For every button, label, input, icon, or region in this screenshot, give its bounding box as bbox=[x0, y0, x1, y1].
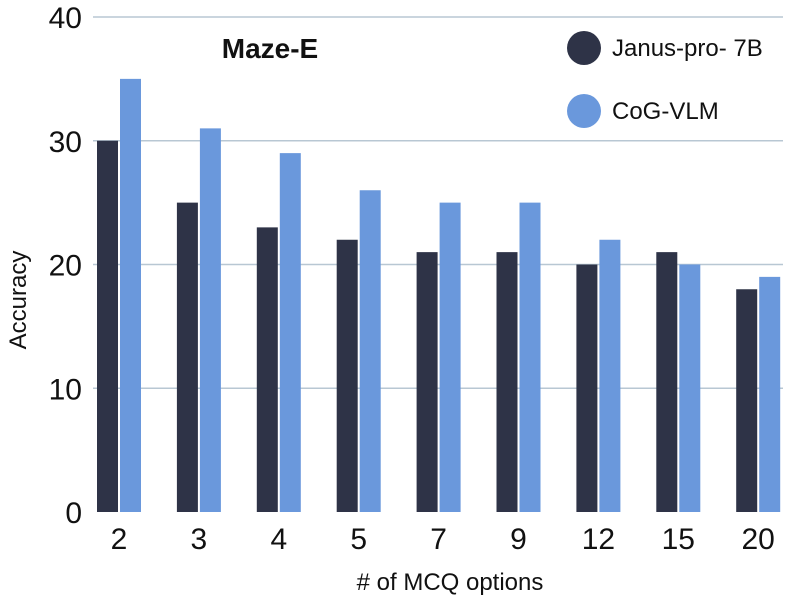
x-tick-label-7: 7 bbox=[430, 523, 447, 556]
x-tick-label-2: 2 bbox=[111, 523, 128, 556]
bar-janus-2 bbox=[97, 140, 118, 512]
bar-janus-12 bbox=[576, 264, 598, 512]
y-ticks: 0 10 20 30 40 bbox=[49, 2, 82, 530]
legend-marker-cogvlm bbox=[567, 94, 601, 128]
y-tick-label-30: 30 bbox=[49, 126, 82, 159]
bar-cogvlm-4 bbox=[279, 153, 301, 512]
bar-janus-7 bbox=[416, 252, 438, 512]
x-ticks: 2 3 4 5 7 9 12 15 20 bbox=[111, 523, 775, 556]
x-tick-label-20: 20 bbox=[742, 523, 775, 556]
legend: Janus-pro- 7B CoG-VLM bbox=[567, 31, 763, 128]
bar-janus-4 bbox=[256, 227, 278, 512]
bar-janus-9 bbox=[496, 252, 518, 512]
chart-title: Maze-E bbox=[222, 33, 318, 64]
y-tick-label-10: 10 bbox=[49, 373, 82, 406]
y-axis-label: Accuracy bbox=[5, 251, 32, 350]
bar-janus-3 bbox=[176, 202, 198, 512]
bar-cogvlm-3 bbox=[199, 128, 221, 512]
legend-marker-janus bbox=[567, 31, 601, 65]
bar-cogvlm-5 bbox=[359, 190, 381, 512]
x-tick-label-3: 3 bbox=[191, 523, 208, 556]
bar-cogvlm-15 bbox=[679, 264, 701, 512]
bar-cogvlm-7 bbox=[439, 202, 461, 512]
bar-cogvlm-9 bbox=[519, 202, 541, 512]
bars bbox=[97, 78, 781, 512]
bar-janus-5 bbox=[336, 239, 358, 512]
bar-cogvlm-2 bbox=[120, 78, 141, 512]
bar-cogvlm-20 bbox=[759, 276, 781, 512]
y-tick-label-40: 40 bbox=[49, 2, 82, 35]
y-tick-label-0: 0 bbox=[65, 497, 82, 530]
x-axis-label: # of MCQ options bbox=[357, 569, 544, 596]
legend-label-janus: Janus-pro- 7B bbox=[612, 35, 763, 62]
x-tick-label-9: 9 bbox=[510, 523, 527, 556]
x-tick-label-12: 12 bbox=[582, 523, 615, 556]
x-tick-label-5: 5 bbox=[350, 523, 367, 556]
x-tick-label-4: 4 bbox=[270, 523, 287, 556]
bar-janus-20 bbox=[736, 289, 758, 512]
y-tick-label-20: 20 bbox=[49, 250, 82, 283]
legend-label-cogvlm: CoG-VLM bbox=[612, 98, 719, 125]
bar-cogvlm-12 bbox=[599, 239, 621, 512]
bar-janus-15 bbox=[656, 252, 678, 512]
x-tick-label-15: 15 bbox=[662, 523, 695, 556]
